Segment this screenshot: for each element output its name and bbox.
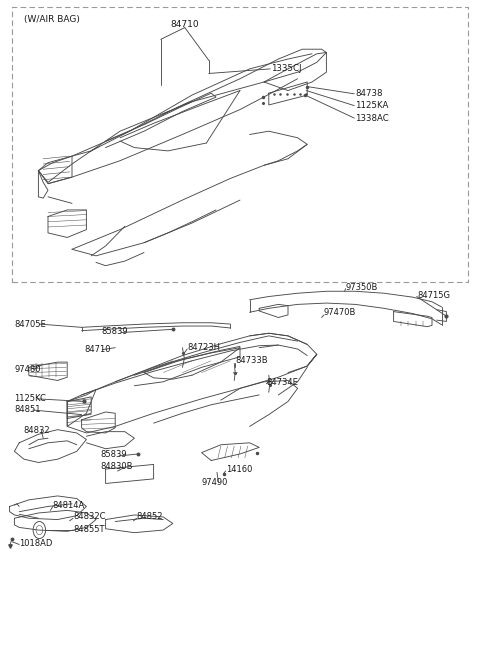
Text: 14160: 14160 bbox=[226, 464, 252, 474]
Text: 85839: 85839 bbox=[101, 450, 127, 459]
Text: 97490: 97490 bbox=[202, 478, 228, 487]
Text: 85839: 85839 bbox=[102, 327, 128, 336]
Text: 84715G: 84715G bbox=[418, 291, 451, 300]
Text: 97480: 97480 bbox=[14, 365, 41, 374]
Text: 84832: 84832 bbox=[23, 426, 49, 435]
Text: 84738: 84738 bbox=[355, 89, 383, 98]
Text: 84734E: 84734E bbox=[266, 378, 298, 387]
Text: 84710: 84710 bbox=[84, 345, 110, 354]
Text: 84723H: 84723H bbox=[187, 343, 220, 352]
Text: 84710: 84710 bbox=[170, 20, 199, 30]
Text: (W/AIR BAG): (W/AIR BAG) bbox=[24, 15, 80, 24]
Text: 84733B: 84733B bbox=[235, 356, 268, 365]
Text: 84851: 84851 bbox=[14, 405, 41, 415]
Text: 84855T: 84855T bbox=[73, 525, 105, 534]
Text: 1125KC: 1125KC bbox=[14, 394, 46, 403]
Text: 97350B: 97350B bbox=[346, 283, 378, 292]
Text: 1335CJ: 1335CJ bbox=[271, 64, 302, 73]
Text: 84832C: 84832C bbox=[73, 512, 106, 522]
Text: 1338AC: 1338AC bbox=[355, 113, 389, 123]
Text: 1018AD: 1018AD bbox=[19, 539, 53, 548]
Text: 1125KA: 1125KA bbox=[355, 101, 389, 110]
Text: 84830B: 84830B bbox=[101, 462, 133, 471]
Bar bbox=[12, 7, 468, 282]
Text: 84814A: 84814A bbox=[53, 501, 85, 510]
Text: 97470B: 97470B bbox=[324, 308, 356, 318]
Text: 84852: 84852 bbox=[137, 512, 163, 522]
Text: 84705E: 84705E bbox=[14, 319, 46, 329]
